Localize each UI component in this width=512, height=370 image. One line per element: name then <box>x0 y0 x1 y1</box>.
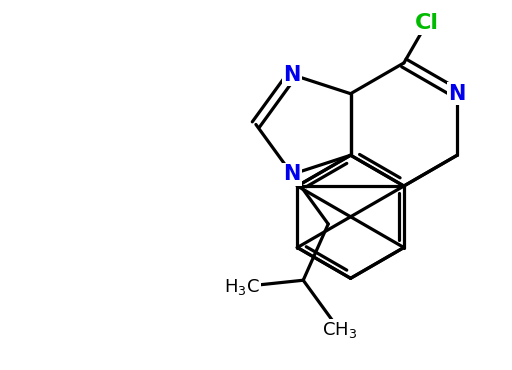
Text: Cl: Cl <box>415 13 439 33</box>
Text: N: N <box>283 164 301 184</box>
Text: H$_3$C: H$_3$C <box>224 277 260 297</box>
Text: N: N <box>283 65 301 85</box>
Text: N: N <box>449 84 466 104</box>
Text: CH$_3$: CH$_3$ <box>322 320 357 340</box>
